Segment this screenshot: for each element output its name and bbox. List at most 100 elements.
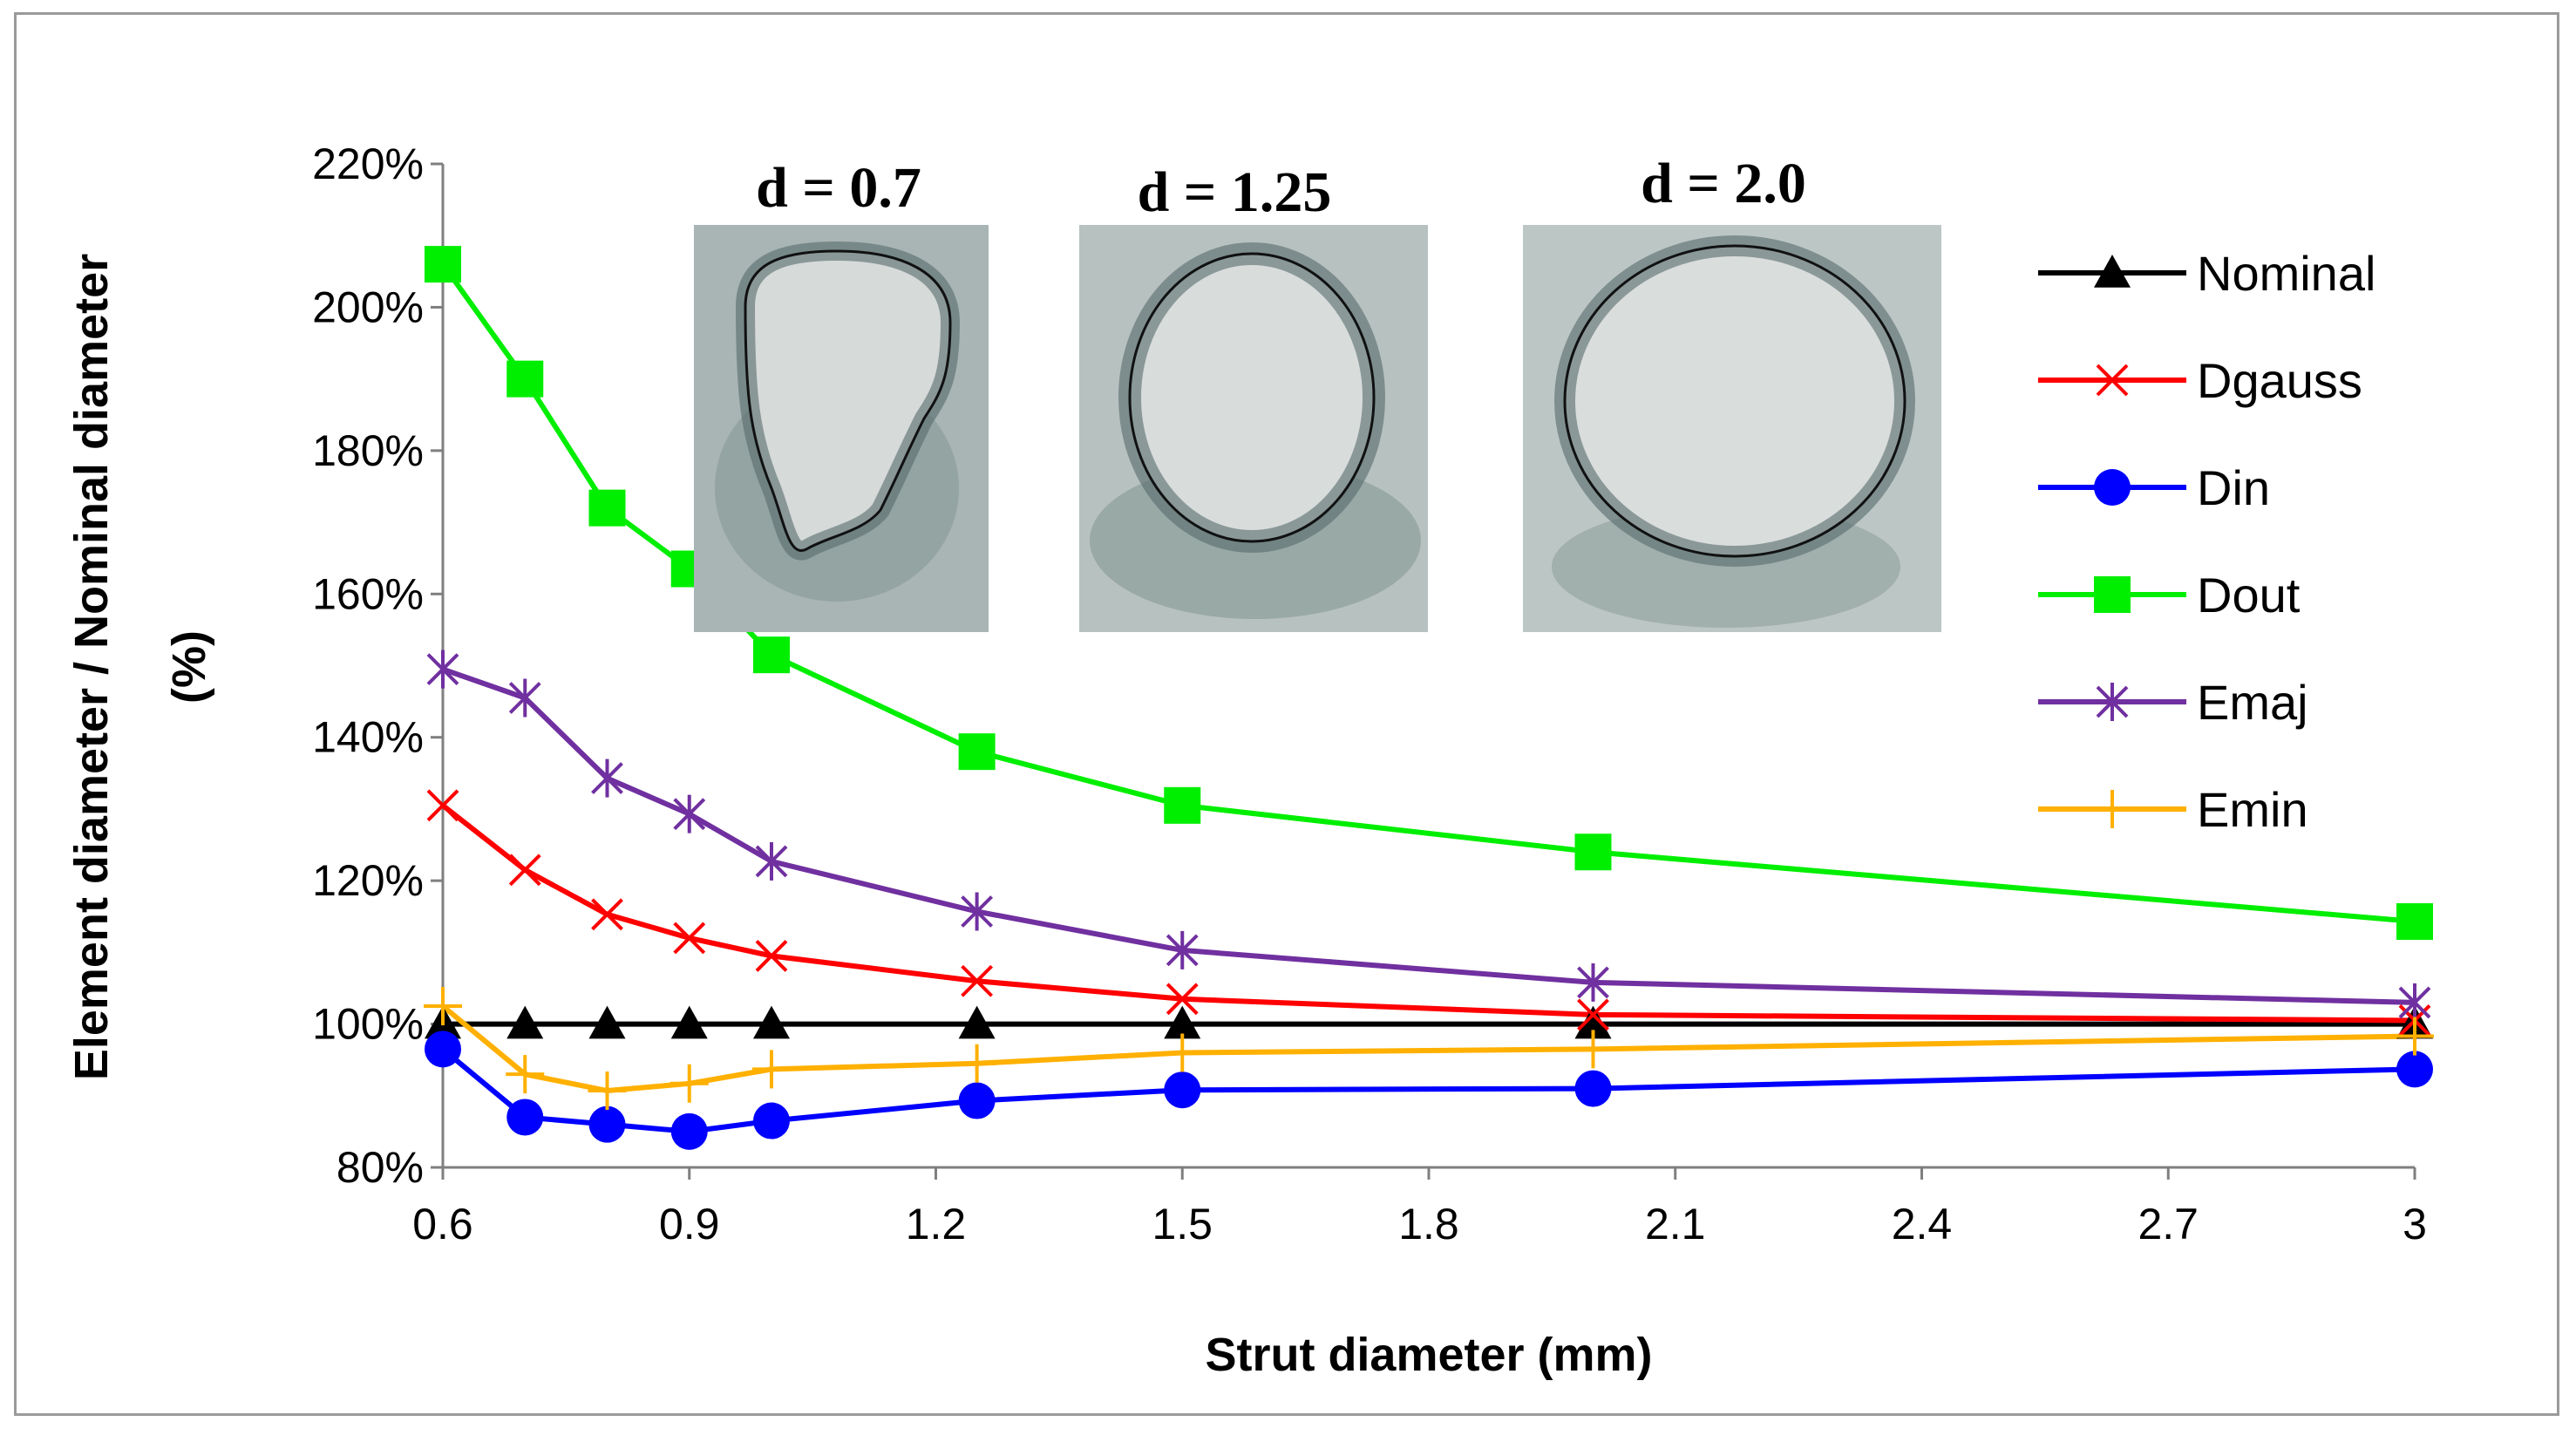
data-point-dgauss [591,898,623,931]
legend-marker [2094,469,2131,506]
y-axis-title-line2: (%) [163,630,215,704]
data-point-nominal [1574,1005,1612,1039]
data-point-emaj [755,841,788,881]
legend-item-dout: Dout [2038,568,2301,622]
legend-label: Dgauss [2197,353,2362,408]
x-axis-title: Strut diameter (mm) [1205,1329,1652,1381]
data-point-din [753,1102,790,1139]
data-point-emaj [1166,930,1199,969]
inset-image-0 [694,225,989,632]
x-tick-label: 3 [2403,1200,2427,1248]
data-point-dgauss [1577,998,1609,1031]
data-point-dgauss [673,922,706,955]
data-point-dout [1574,833,1612,871]
legend-marker [2094,255,2131,288]
data-point-emin [2396,1017,2434,1056]
x-tick-label: 1.8 [1398,1200,1459,1248]
data-point-din [425,1031,461,1068]
legend-label: Emin [2197,782,2308,837]
data-point-nominal [670,1005,708,1039]
y-ticks: 80% 100% 120% 140% 160% 180% 200% 220% [312,139,443,1192]
data-point-dout [506,360,544,398]
legend-marker [2094,576,2131,613]
y-axis-title-line1: Element diameter / Nominal diameter [65,254,118,1080]
inset-images: d = 0.7 d = 1.25 d = 2.0 [694,152,1941,632]
data-point-dgauss [961,964,994,997]
data-point-din [1164,1071,1201,1109]
data-point-dout [753,636,790,674]
x-tick-label: 2.7 [2138,1200,2199,1248]
data-point-nominal [958,1005,996,1039]
data-point-dgauss [1166,983,1199,1016]
data-point-nominal [588,1005,626,1039]
y-tick-label: 140% [312,713,424,762]
x-tick-label: 0.9 [659,1200,720,1248]
data-point-emaj [2398,983,2431,1022]
legend-item-dgauss: Dgauss [2038,353,2362,408]
data-point-dgauss [426,789,459,822]
data-point-din [506,1099,544,1136]
data-point-din [958,1082,996,1119]
data-point-emaj [591,759,623,798]
legend-marker [2096,683,2129,721]
data-point-emaj [673,794,706,833]
x-tick-label: 2.4 [1892,1200,1953,1248]
y-tick-label: 180% [312,426,424,475]
data-point-dgauss [755,940,788,972]
legend-item-emaj: Emaj [2038,675,2308,730]
data-point-dout [2396,903,2433,941]
inset-caption-0: d = 0.7 [756,156,921,220]
data-point-emin [957,1044,996,1083]
data-point-emin [1573,1030,1613,1069]
data-point-nominal [506,1005,544,1039]
x-ticks: 0.6 0.9 1.2 1.5 1.8 2.1 2.4 2.7 3 [412,1167,2427,1248]
data-point-dout [588,489,626,527]
legend-label: Din [2197,460,2270,515]
data-point-nominal [753,1005,790,1039]
data-point-emin [506,1055,545,1094]
x-tick-label: 1.2 [906,1200,967,1248]
inset-image-2 [1523,225,1941,632]
y-tick-label: 100% [312,1000,424,1049]
legend: Nominal Dgauss Din Dout Emaj Emin [2038,246,2375,837]
y-tick-label: 120% [312,856,424,905]
y-tick-label: 220% [312,139,424,188]
legend-item-din: Din [2038,460,2270,515]
data-point-emaj [1577,963,1609,1002]
data-point-emin [424,987,462,1026]
data-point-dout [1164,786,1201,824]
data-point-dout [958,733,996,771]
data-point-emin [588,1071,627,1111]
y-tick-label: 200% [312,282,424,331]
inset-image-1 [1079,225,1428,632]
series-line-dgauss [441,803,2416,1024]
inset-caption-1: d = 1.25 [1138,160,1332,224]
data-point-emin [1163,1033,1202,1072]
data-point-nominal [1164,1005,1201,1039]
legend-marker [2096,364,2129,397]
x-tick-label: 0.6 [412,1200,473,1248]
y-tick-label: 80% [336,1143,424,1192]
data-point-emin [752,1050,791,1089]
y-tick-label: 160% [312,569,424,618]
legend-label: Dout [2197,568,2301,622]
data-point-din [588,1105,626,1143]
x-tick-label: 2.1 [1645,1200,1706,1248]
legend-marker [2093,790,2131,828]
series-layer [424,246,2434,1150]
data-point-emin [669,1064,709,1103]
data-point-din [1574,1070,1612,1107]
x-tick-label: 1.5 [1152,1200,1213,1248]
inset-caption-2: d = 2.0 [1641,152,1806,215]
data-point-emaj [961,892,994,931]
series-line-din [441,1047,2416,1134]
data-point-dout [425,246,461,283]
legend-item-emin: Emin [2038,782,2308,837]
data-point-din [670,1112,708,1150]
legend-item-nominal: Nominal [2038,246,2375,301]
data-point-dgauss [508,854,541,887]
legend-label: Nominal [2197,246,2375,301]
legend-label: Emaj [2197,675,2308,730]
data-point-din [2396,1051,2433,1088]
